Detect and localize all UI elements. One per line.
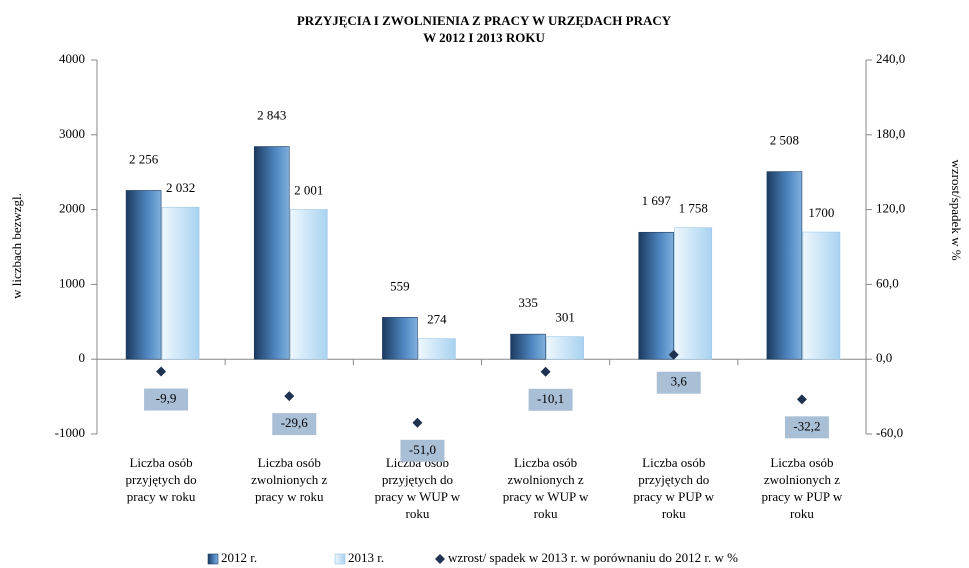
x-tick-label: Liczba osób przyjętych do pracy w PUP w rok…: [633, 455, 714, 521]
data-label: -29,6: [281, 415, 309, 430]
x-tick-label: Liczba osób zwolnionych z pracy w PUP w rok…: [762, 455, 843, 521]
chart-subtitle: W 2012 I 2013 ROKU: [423, 30, 545, 45]
legend-label: 2013 r.: [348, 550, 384, 565]
y-tick-label: 2000: [59, 201, 85, 216]
bar: [382, 317, 418, 360]
legend-label: wzrost/ spadek w 2013 r. w porównaniu do…: [448, 550, 738, 565]
marker: [796, 394, 807, 405]
data-label-box: [400, 439, 445, 462]
bar: [253, 146, 290, 360]
data-label: -9,9: [156, 391, 177, 406]
data-label: 1 697: [642, 193, 672, 208]
y2-axis-title: wzrost/spadek w %: [949, 159, 964, 260]
y-tick-label: 3000: [59, 126, 85, 141]
marker: [284, 391, 295, 402]
marker: [668, 349, 679, 360]
data-label: 1700: [808, 205, 834, 220]
bar: [546, 336, 584, 360]
y-tick-label: 0: [79, 350, 86, 365]
data-label: 2 256: [129, 151, 159, 166]
data-label-box: [784, 416, 829, 439]
chart-title: PRZYJĘCIA I ZWOLNIENIA Z PRACY W URZĘDAC…: [297, 13, 672, 28]
y-axis-title: w liczbach bezwzgl.: [9, 193, 24, 299]
data-label: 2 843: [257, 108, 286, 123]
y2-tick-label: 60,0: [876, 275, 899, 290]
y-tick-label: 1000: [59, 275, 85, 290]
data-label: -10,1: [537, 391, 564, 406]
marker: [156, 366, 167, 377]
marker: [540, 366, 551, 377]
legend-label: 2012 r.: [221, 550, 257, 565]
data-label: 2 001: [294, 183, 323, 198]
legend-marker: [435, 554, 445, 564]
y2-tick-label: -60,0: [876, 425, 903, 440]
x-tick-label: Liczba osób zwolnionych z pracy w roku: [251, 455, 327, 504]
bar: [674, 227, 713, 360]
data-label-box: [528, 388, 573, 411]
data-label: -51,0: [409, 442, 436, 457]
bar: [638, 231, 675, 360]
bar: [510, 333, 546, 360]
x-tick-label: Liczba osób przyjętych do pracy w WUP w rok…: [375, 455, 461, 521]
legend-marker: [207, 553, 219, 565]
y2-tick-label: 120,0: [876, 201, 905, 216]
data-label: 559: [390, 278, 410, 293]
data-label: 301: [555, 310, 575, 325]
x-tick-label: Liczba osób zwolnionych z pracy w WUP w rok…: [503, 455, 589, 521]
data-label-box: [656, 371, 701, 394]
bar: [418, 338, 456, 360]
bar: [289, 209, 328, 360]
y2-tick-label: 0,0: [876, 350, 892, 365]
bar: [766, 171, 803, 360]
bar: [802, 231, 841, 360]
data-label: 2 032: [166, 180, 195, 195]
legend-marker: [334, 553, 346, 565]
y-tick-label: -1000: [55, 425, 85, 440]
data-label: 3,6: [671, 374, 688, 389]
y-tick-label: 4000: [59, 51, 85, 66]
data-label: 1 758: [679, 201, 708, 216]
bar: [125, 190, 162, 360]
data-label: 2 508: [770, 133, 799, 148]
marker: [412, 417, 423, 428]
data-label: 274: [427, 312, 447, 327]
data-label: 335: [518, 295, 538, 310]
x-tick-label: Liczba osób przyjętych do pracy w roku: [126, 455, 197, 504]
bar: [161, 206, 200, 360]
y2-tick-label: 180,0: [876, 126, 905, 141]
data-label: -32,2: [793, 418, 820, 433]
data-label-box: [144, 388, 189, 411]
data-label-box: [272, 413, 317, 436]
y2-tick-label: 240,0: [876, 51, 905, 66]
